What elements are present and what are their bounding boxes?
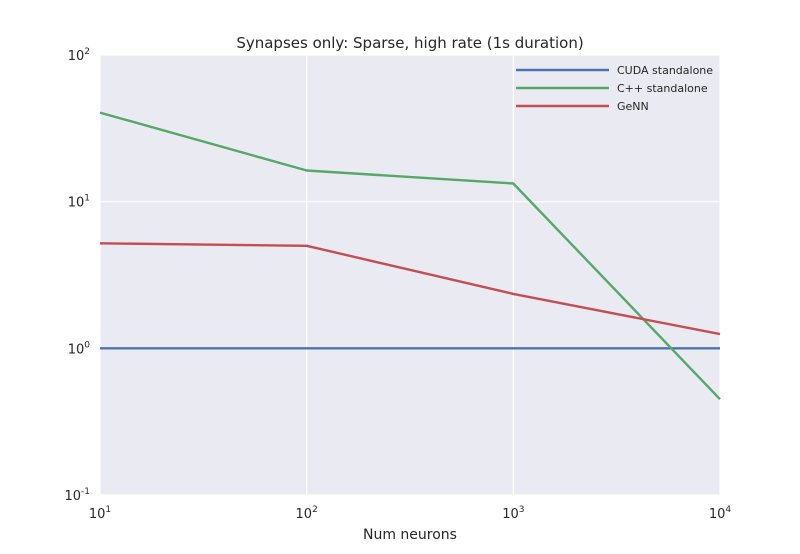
legend-label-cpp-standalone: C++ standalone xyxy=(617,82,708,95)
series-lines xyxy=(99,111,721,401)
plot-area xyxy=(100,55,720,495)
x-tick-label: 104 xyxy=(709,505,732,522)
legend-label-genn: GeNN xyxy=(617,100,649,113)
x-axis-label: Num neurons xyxy=(363,527,457,543)
legend: CUDA standalone C++ standalone GeNN xyxy=(516,64,713,113)
x-tick-label: 103 xyxy=(502,505,524,522)
y-tick-label: 10-1 xyxy=(64,487,90,504)
chart-title: Synapses only: Sparse, high rate (1s dur… xyxy=(236,34,583,52)
legend-label-cuda-standalone: CUDA standalone xyxy=(617,64,713,77)
y-tick-label: 101 xyxy=(68,194,90,211)
x-tick-label: 102 xyxy=(296,505,318,522)
y-tick-label: 100 xyxy=(68,340,91,357)
x-tick-label: 101 xyxy=(89,505,111,522)
series-line-genn xyxy=(99,242,721,336)
series-line-cpp-standalone xyxy=(99,111,721,401)
y-tick-label: 102 xyxy=(68,47,90,64)
tick-labels: 101 102 103 104 10-1 100 101 102 xyxy=(64,47,731,522)
